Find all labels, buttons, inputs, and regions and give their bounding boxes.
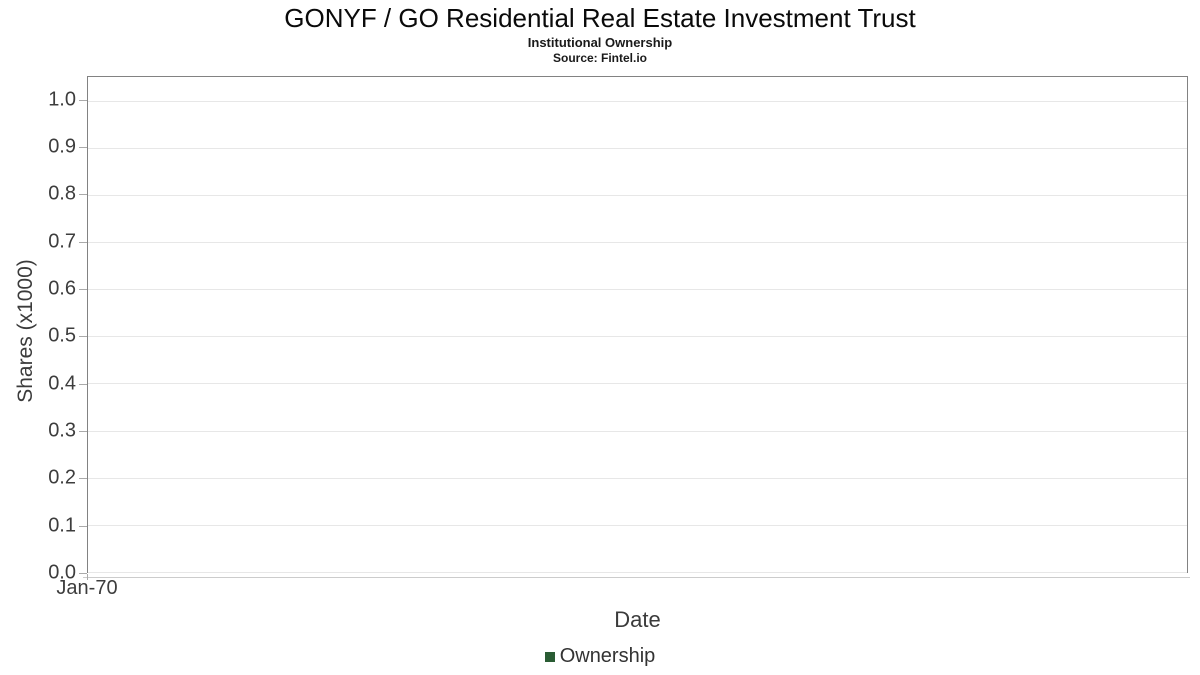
legend-item-ownership[interactable]: Ownership xyxy=(544,645,656,668)
y-axis-tick-marks xyxy=(79,76,87,574)
x-tick-label: Jan-70 xyxy=(56,577,118,599)
y-tick-label: 0.3 xyxy=(48,419,76,442)
legend-label: Ownership xyxy=(559,645,656,667)
y-tick-mark xyxy=(79,194,87,196)
plot-area xyxy=(87,76,1188,573)
y-tick-mark xyxy=(79,478,87,480)
y-tick-mark xyxy=(79,147,87,148)
h-gridline xyxy=(88,336,1187,338)
x-tick-mark xyxy=(87,574,88,580)
y-tick-label: 0.0 xyxy=(48,561,76,584)
h-gridline xyxy=(88,430,1187,432)
y-tick-label: 0.1 xyxy=(48,514,76,537)
chart-source: Source: Fintel.io xyxy=(552,51,647,65)
h-gridline xyxy=(88,147,1187,149)
y-tick-label: 0.6 xyxy=(48,277,76,300)
y-tick-mark xyxy=(79,383,87,385)
h-gridline xyxy=(88,242,1187,243)
y-tick-label: 0.5 xyxy=(48,324,76,347)
h-gridline xyxy=(88,524,1187,526)
y-tick-label: 0.2 xyxy=(48,466,76,489)
y-tick-mark xyxy=(79,241,87,243)
h-gridline xyxy=(88,100,1187,102)
x-axis-title: Date xyxy=(614,607,661,632)
y-tick-label: 0.8 xyxy=(48,182,76,205)
y-tick-mark xyxy=(79,289,87,290)
y-axis-title: Shares (x1000) xyxy=(14,259,37,403)
h-gridline xyxy=(88,383,1187,385)
h-gridline xyxy=(88,289,1187,291)
legend-marker-square-icon xyxy=(544,651,555,662)
y-tick-label: 0.9 xyxy=(48,135,76,158)
h-gridline xyxy=(88,194,1187,196)
h-gridline xyxy=(88,477,1187,479)
chart-title: GONYF / GO Residential Real Estate Inves… xyxy=(284,3,916,33)
y-axis-tick-labels: 0.0 0.1 0.2 0.3 0.4 0.5 0.6 0.7 0.8 0.9 1.0 xyxy=(0,76,76,583)
h-gridline xyxy=(88,572,1187,573)
legend: Ownership xyxy=(0,645,1200,668)
chart-subtitle: Institutional Ownership xyxy=(527,35,673,50)
x-axis-line xyxy=(83,577,1190,578)
y-tick-mark xyxy=(79,99,87,101)
y-tick-label: 0.4 xyxy=(48,372,76,395)
y-tick-mark xyxy=(79,431,87,432)
y-tick-mark xyxy=(79,573,87,574)
y-tick-label: 1.0 xyxy=(48,88,76,111)
y-tick-label: 0.7 xyxy=(48,230,76,253)
y-tick-mark xyxy=(79,525,87,527)
y-tick-mark xyxy=(79,336,87,338)
